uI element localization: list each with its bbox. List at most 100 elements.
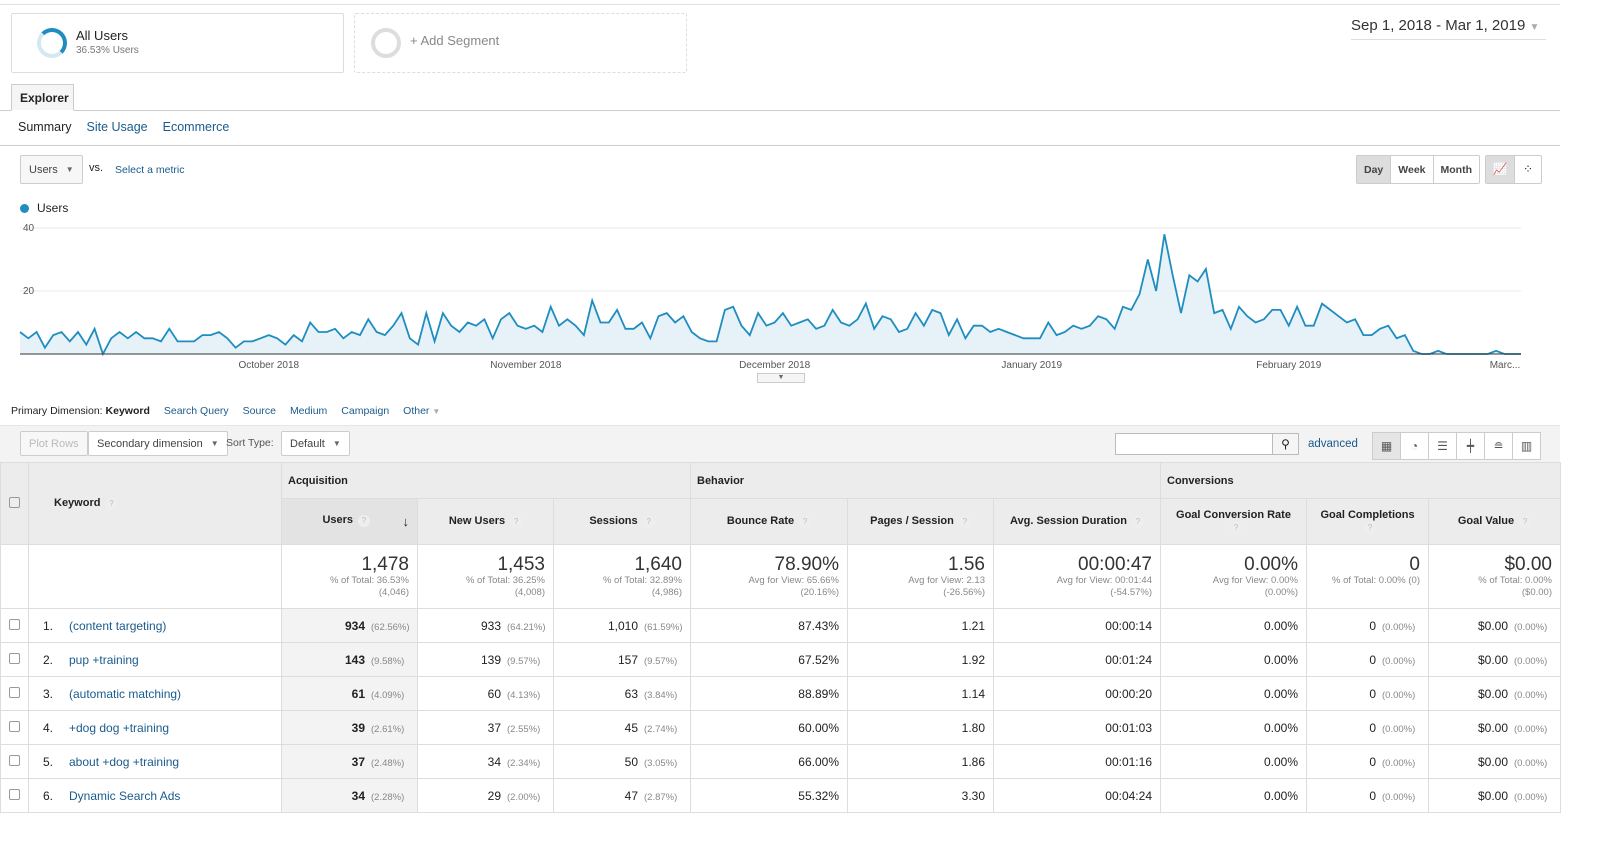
keyword-link[interactable]: pup +training bbox=[69, 652, 139, 667]
users-percent: (9.58%) bbox=[371, 655, 405, 667]
row-checkbox[interactable] bbox=[9, 720, 20, 732]
total-value: 1,453 bbox=[497, 554, 545, 575]
row-checkbox[interactable] bbox=[9, 686, 20, 698]
comparison-view-icon[interactable]: ┿ bbox=[1456, 433, 1484, 459]
keyword-link[interactable]: (content targeting) bbox=[69, 618, 167, 633]
row-checkbox[interactable] bbox=[9, 788, 20, 800]
dimension-campaign[interactable]: Campaign bbox=[341, 405, 390, 417]
goal-completions: 0 (0.00%) bbox=[1306, 608, 1429, 643]
dimension-medium[interactable]: Medium bbox=[289, 405, 328, 417]
performance-view-icon[interactable]: ☰ bbox=[1428, 433, 1456, 459]
column-header-avg-session-duration[interactable]: Avg. Session Duration? bbox=[993, 498, 1161, 545]
goal-value-value: $0.00 bbox=[1477, 652, 1508, 667]
month-button[interactable]: Month bbox=[1432, 156, 1480, 183]
chart-collapse-handle[interactable]: ▼ bbox=[757, 373, 805, 383]
new-users-value: 139 bbox=[480, 652, 501, 667]
sessions: 63 (3.84%) bbox=[553, 676, 691, 711]
tab-explorer[interactable]: Explorer bbox=[11, 84, 74, 111]
line-chart-icon[interactable]: 📈 bbox=[1486, 156, 1514, 183]
sessions: 1,010 (61.59%) bbox=[553, 608, 691, 643]
sessions-percent: (3.05%) bbox=[644, 757, 678, 769]
keyword-cell: 6. Dynamic Search Ads bbox=[28, 778, 282, 813]
row-checkbox-cell bbox=[0, 744, 29, 779]
term-cloud-view-icon[interactable]: ≘ bbox=[1484, 433, 1512, 459]
users-percent: (2.61%) bbox=[371, 723, 405, 735]
new-users: 34 (2.34%) bbox=[417, 744, 554, 779]
metric-select[interactable]: Users ▼ bbox=[20, 155, 83, 184]
column-header-pages-session[interactable]: Pages / Session? bbox=[847, 498, 994, 545]
avg-session-duration-value: 00:00:20 bbox=[1105, 686, 1152, 701]
row-checkbox[interactable] bbox=[9, 754, 20, 766]
column-header-goal-value[interactable]: Goal Value? bbox=[1428, 498, 1561, 545]
subtab-summary[interactable]: Summary bbox=[18, 120, 72, 134]
row-number: 3. bbox=[43, 686, 54, 701]
bounce-rate: 87.43% bbox=[690, 608, 848, 643]
row-checkbox-cell bbox=[0, 778, 29, 813]
secondary-dimension-label: Secondary dimension bbox=[97, 437, 203, 450]
group-behavior: Behavior bbox=[690, 462, 1161, 499]
dimension-keyword[interactable]: Keyword bbox=[105, 405, 150, 417]
users-percent: (2.28%) bbox=[371, 791, 405, 803]
avg-session-duration: 00:04:24 bbox=[993, 778, 1161, 813]
keyword-header-label: Keyword bbox=[54, 497, 101, 509]
vs-label: vs. bbox=[89, 162, 104, 174]
dimension-other[interactable]: Other ▼ bbox=[403, 405, 440, 417]
plot-rows-button[interactable]: Plot Rows bbox=[20, 431, 88, 456]
column-header-goal-conversion-rate[interactable]: Goal Conversion Rate? bbox=[1160, 498, 1307, 545]
sessions-percent: (61.59%) bbox=[644, 621, 683, 633]
help-icon: ? bbox=[799, 516, 812, 528]
keyword-link[interactable]: about +dog +training bbox=[69, 754, 180, 769]
pages-per-session: 1.14 bbox=[847, 676, 994, 711]
table-view-icon[interactable]: ▦ bbox=[1372, 433, 1400, 459]
select-metric-link[interactable]: Select a metric bbox=[115, 164, 185, 176]
keyword-link[interactable]: Dynamic Search Ads bbox=[69, 788, 181, 803]
secondary-dimension-select[interactable]: Secondary dimension ▼ bbox=[88, 431, 228, 456]
pages-per-session: 1.80 bbox=[847, 710, 994, 745]
goal-conversion-rate-value: 0.00% bbox=[1263, 652, 1298, 667]
subtab-site-usage[interactable]: Site Usage bbox=[86, 120, 148, 134]
week-button[interactable]: Week bbox=[1390, 156, 1432, 183]
column-header-goal-completions[interactable]: Goal Completions? bbox=[1306, 498, 1429, 545]
date-range-picker[interactable]: Sep 1, 2018 - Mar 1, 2019 ▼ bbox=[1351, 17, 1546, 40]
users: 934 (62.56%) bbox=[281, 608, 418, 643]
column-header-new-users[interactable]: New Users? bbox=[417, 498, 554, 545]
dimension-search-query[interactable]: Search Query bbox=[163, 405, 229, 417]
advanced-filter-link[interactable]: advanced bbox=[1308, 438, 1358, 450]
date-range: Sep 1, 2018 - Mar 1, 2019 bbox=[1351, 17, 1526, 34]
pivot-view-icon[interactable]: ▥ bbox=[1512, 433, 1540, 459]
goal-value-percent: (0.00%) bbox=[1514, 621, 1548, 633]
sort-type-select[interactable]: Default ▼ bbox=[281, 431, 350, 456]
segment-all-users[interactable]: All Users 36.53% Users bbox=[11, 13, 344, 73]
total-value: 1,478 bbox=[361, 554, 409, 575]
subtab-ecommerce[interactable]: Ecommerce bbox=[162, 120, 230, 134]
goal-value-value: $0.00 bbox=[1477, 720, 1508, 735]
select-all-checkbox[interactable] bbox=[9, 496, 20, 508]
avg-session-duration-value: 00:00:14 bbox=[1105, 618, 1152, 633]
sort-desc-arrow-icon[interactable]: ↓ bbox=[402, 514, 410, 529]
keyword-link[interactable]: (automatic matching) bbox=[69, 686, 182, 701]
sessions-value: 63 bbox=[624, 686, 638, 701]
avg-session-duration-value: 00:01:16 bbox=[1105, 754, 1152, 769]
goal-completions-percent: (0.00%) bbox=[1382, 723, 1416, 735]
pie-view-icon[interactable]: ◔ bbox=[1400, 433, 1428, 459]
table-search-input[interactable] bbox=[1115, 433, 1273, 455]
row-checkbox[interactable] bbox=[9, 618, 20, 630]
x-tick-label: November 2018 bbox=[490, 360, 562, 371]
keyword-header[interactable]: Keyword? bbox=[28, 462, 282, 545]
motion-chart-icon[interactable]: ⁘ bbox=[1514, 156, 1541, 183]
dimension-source[interactable]: Source bbox=[242, 405, 276, 417]
total-sub: % of Total: 36.25% bbox=[465, 575, 545, 586]
legend-dot-icon bbox=[20, 203, 29, 213]
goal-completions: 0 (0.00%) bbox=[1306, 710, 1429, 745]
column-header-bounce-rate[interactable]: Bounce Rate? bbox=[690, 498, 848, 545]
row-checkbox[interactable] bbox=[9, 652, 20, 664]
help-icon: ? bbox=[1364, 522, 1376, 534]
goal-completions-value: 0 bbox=[1369, 754, 1376, 769]
search-icon[interactable]: ⚲ bbox=[1272, 433, 1299, 455]
day-button[interactable]: Day bbox=[1357, 156, 1391, 183]
add-segment-button[interactable]: + Add Segment bbox=[354, 13, 687, 73]
column-header-users[interactable]: Users? ↓ bbox=[281, 498, 418, 545]
column-header-sessions[interactable]: Sessions? bbox=[553, 498, 691, 545]
keyword-link[interactable]: +dog dog +training bbox=[69, 720, 170, 735]
avg-session-duration: 00:01:16 bbox=[993, 744, 1161, 779]
